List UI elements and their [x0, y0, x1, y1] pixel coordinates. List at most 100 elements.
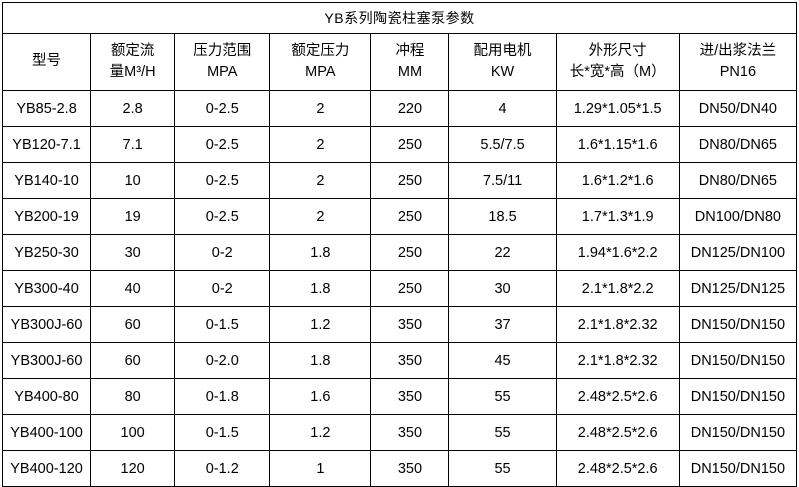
- table-row: YB400-100 100 0-1.5 1.2 350 55 2.48*2.5*…: [1, 414, 798, 451]
- cell-stroke: 220: [370, 90, 450, 127]
- cell-motor: 4: [448, 90, 557, 127]
- cell-model: YB300J-60: [1, 306, 92, 343]
- cell-rated-pressure: 2: [269, 162, 372, 199]
- cell-model: YB120-7.1: [1, 126, 92, 163]
- cell-rated-flow: 2.8: [90, 90, 176, 127]
- header-line2: KW: [490, 64, 515, 80]
- cell-motor: 55: [448, 450, 557, 487]
- cell-rated-flow: 19: [90, 198, 176, 235]
- cell-pressure-range: 0-2.5: [174, 126, 271, 163]
- header-cell-flange: 进/出浆法兰 PN16: [678, 33, 798, 91]
- cell-model: YB400-120: [1, 450, 92, 487]
- cell-pressure-range: 0-2.5: [174, 90, 271, 127]
- cell-stroke: 350: [370, 450, 450, 487]
- table-row: YB400-120 120 0-1.2 1 350 55 2.48*2.5*2.…: [1, 450, 798, 487]
- header-cell-motor: 配用电机 KW: [448, 33, 557, 91]
- cell-dimensions: 1.29*1.05*1.5: [555, 90, 680, 127]
- cell-pressure-range: 0-2.0: [174, 342, 271, 379]
- header-line2: MM: [397, 64, 423, 80]
- cell-motor: 5.5/7.5: [448, 126, 557, 163]
- cell-flange: DN100/DN80: [678, 198, 798, 235]
- cell-pressure-range: 0-1.5: [174, 306, 271, 343]
- cell-motor: 30: [448, 270, 557, 307]
- header-line2: PN16: [719, 64, 757, 80]
- cell-rated-flow: 100: [90, 414, 176, 451]
- cell-model: YB85-2.8: [1, 90, 92, 127]
- cell-rated-pressure: 2: [269, 126, 372, 163]
- cell-dimensions: 2.48*2.5*2.6: [555, 378, 680, 415]
- header-line1: 额定压力: [291, 42, 350, 59]
- cell-rated-pressure: 1: [269, 450, 372, 487]
- header-line1: 额定流: [110, 42, 155, 59]
- cell-motor: 55: [448, 378, 557, 415]
- cell-rated-flow: 30: [90, 234, 176, 271]
- cell-dimensions: 2.1*1.8*2.2: [555, 270, 680, 307]
- cell-stroke: 250: [370, 234, 450, 271]
- cell-dimensions: 2.48*2.5*2.6: [555, 450, 680, 487]
- header-line1: 冲程: [395, 42, 425, 59]
- cell-motor: 7.5/11: [448, 162, 557, 199]
- cell-rated-flow: 120: [90, 450, 176, 487]
- header-line1: 压力范围: [193, 42, 252, 59]
- cell-model: YB400-100: [1, 414, 92, 451]
- cell-motor: 18.5: [448, 198, 557, 235]
- cell-pressure-range: 0-1.8: [174, 378, 271, 415]
- cell-stroke: 250: [370, 126, 450, 163]
- header-line2: 量M³/H: [109, 64, 156, 80]
- cell-stroke: 350: [370, 378, 450, 415]
- cell-stroke: 350: [370, 414, 450, 451]
- cell-rated-flow: 10: [90, 162, 176, 199]
- header-cell-rated-flow: 额定流 量M³/H: [90, 33, 176, 91]
- cell-rated-pressure: 2: [269, 90, 372, 127]
- cell-dimensions: 1.6*1.15*1.6: [555, 126, 680, 163]
- header-cell-model: 型号: [1, 33, 92, 91]
- cell-model: YB300-40: [1, 270, 92, 307]
- cell-model: YB400-80: [1, 378, 92, 415]
- cell-dimensions: 1.7*1.3*1.9: [555, 198, 680, 235]
- cell-flange: DN150/DN150: [678, 306, 798, 343]
- table-row: YB300-40 40 0-2 1.8 250 30 2.1*1.8*2.2 D…: [1, 270, 798, 307]
- cell-model: YB250-30: [1, 234, 92, 271]
- cell-motor: 37: [448, 306, 557, 343]
- cell-rated-pressure: 1.2: [269, 306, 372, 343]
- header-cell-stroke: 冲程 MM: [370, 33, 450, 91]
- cell-flange: DN125/DN125: [678, 270, 798, 307]
- cell-dimensions: 2.1*1.8*2.32: [555, 342, 680, 379]
- cell-model: YB140-10: [1, 162, 92, 199]
- cell-flange: DN150/DN150: [678, 450, 798, 487]
- cell-pressure-range: 0-2.5: [174, 162, 271, 199]
- table-row: YB85-2.8 2.8 0-2.5 2 220 4 1.29*1.05*1.5…: [1, 90, 798, 127]
- cell-pressure-range: 0-2.5: [174, 198, 271, 235]
- cell-dimensions: 1.94*1.6*2.2: [555, 234, 680, 271]
- cell-motor: 22: [448, 234, 557, 271]
- table-row: YB120-7.1 7.1 0-2.5 2 250 5.5/7.5 1.6*1.…: [1, 126, 798, 163]
- cell-rated-pressure: 1.8: [269, 342, 372, 379]
- cell-pressure-range: 0-2: [174, 270, 271, 307]
- cell-model: YB200-19: [1, 198, 92, 235]
- cell-flange: DN150/DN150: [678, 342, 798, 379]
- cell-dimensions: 2.48*2.5*2.6: [555, 414, 680, 451]
- cell-rated-pressure: 1.8: [269, 234, 372, 271]
- cell-flange: DN50/DN40: [678, 90, 798, 127]
- cell-rated-flow: 80: [90, 378, 176, 415]
- cell-motor: 55: [448, 414, 557, 451]
- cell-pressure-range: 0-2: [174, 234, 271, 271]
- header-cell-dimensions: 外形尺寸 长*宽*高（M）: [555, 33, 680, 91]
- cell-rated-pressure: 1.8: [269, 270, 372, 307]
- cell-rated-pressure: 1.2: [269, 414, 372, 451]
- cell-dimensions: 1.6*1.2*1.6: [555, 162, 680, 199]
- cell-rated-flow: 60: [90, 306, 176, 343]
- header-line2: MPA: [207, 64, 238, 80]
- cell-rated-flow: 7.1: [90, 126, 176, 163]
- header-cell-rated-pressure: 额定压力 MPA: [269, 33, 372, 91]
- cell-pressure-range: 0-1.2: [174, 450, 271, 487]
- cell-rated-flow: 60: [90, 342, 176, 379]
- cell-stroke: 250: [370, 270, 450, 307]
- header-line2: 长*宽*高（M）: [569, 64, 666, 80]
- table-row: YB140-10 10 0-2.5 2 250 7.5/11 1.6*1.2*1…: [1, 162, 798, 199]
- cell-flange: DN80/DN65: [678, 126, 798, 163]
- cell-dimensions: 2.1*1.8*2.32: [555, 306, 680, 343]
